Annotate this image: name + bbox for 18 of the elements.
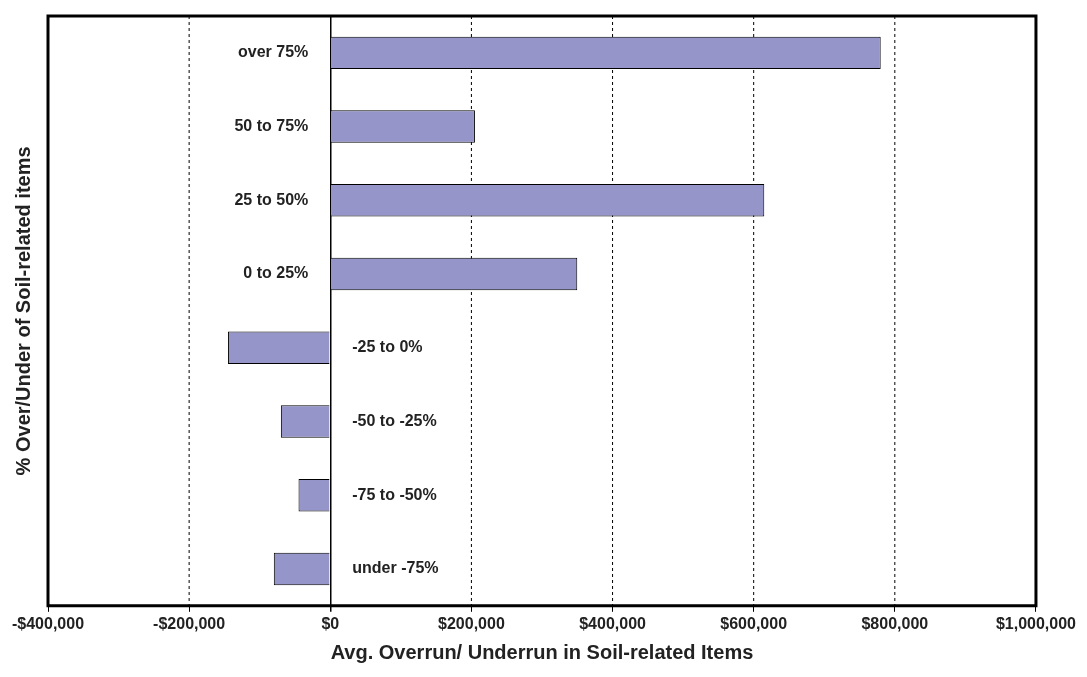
x-tick-label: $600,000 [720, 614, 788, 632]
y-tick-label: 0 to 25% [243, 264, 309, 282]
x-tick-label: $800,000 [861, 614, 929, 632]
y-axis-title: % Over/Under of Soil-related items [11, 146, 34, 476]
y-tick-label: 25 to 50% [234, 190, 309, 208]
x-tick-label: $200,000 [438, 614, 505, 632]
y-tick-label: over 75% [238, 43, 309, 61]
x-axis-title: Avg. Overrun/ Underrun in Soil-related Items [330, 640, 754, 663]
x-tick-label: $1,000,000 [995, 614, 1077, 632]
y-tick-label: -50 to -25% [352, 411, 437, 429]
y-tick-label: 50 to 75% [234, 116, 309, 134]
x-tick-label: $0 [321, 614, 340, 632]
x-tick-label: -$200,000 [153, 614, 226, 632]
y-tick-label: -25 to 0% [352, 338, 423, 356]
y-tick-label: -75 to -50% [352, 485, 437, 503]
x-tick-label: -$400,000 [11, 614, 85, 632]
y-tick-label: under -75% [352, 559, 439, 577]
x-tick-label: $400,000 [579, 614, 647, 632]
